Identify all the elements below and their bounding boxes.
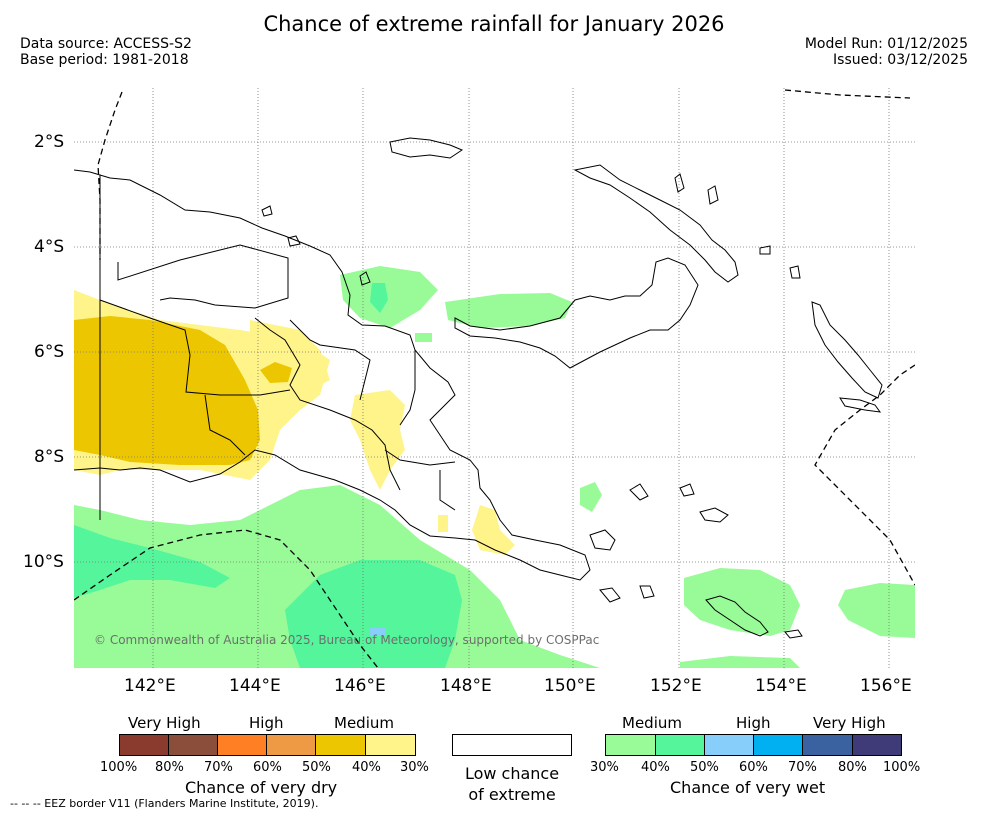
wet-tick-30: 30% — [590, 760, 619, 775]
lon-label-152e: 152°E — [650, 676, 702, 696]
dry-swatch-60-50 — [266, 734, 316, 756]
lat-label-8s: 8°S — [34, 447, 65, 467]
lon-label-150e: 150°E — [544, 676, 596, 696]
wet-swatch-80-100 — [852, 734, 902, 756]
lon-label-148e: 148°E — [440, 676, 492, 696]
wet-category-high: High — [736, 714, 771, 732]
eez-border-note: -- -- -- EEZ border V11 (Flanders Marine… — [10, 797, 319, 810]
dry-category-very-high: Very High — [128, 714, 201, 732]
dry-tick-60: 60% — [253, 760, 282, 775]
dry-swatch-100-80 — [119, 734, 169, 756]
wet-tick-40: 40% — [641, 760, 670, 775]
dry-category-high: High — [249, 714, 284, 732]
wet-tick-100: 100% — [883, 760, 921, 775]
wet-swatch-70-80 — [802, 734, 853, 756]
dry-swatch-50-40 — [315, 734, 366, 756]
neutral-label-line2: of extreme — [468, 785, 556, 804]
model-run: Model Run: 01/12/2025 — [804, 36, 968, 52]
dry-caption: Chance of very dry — [185, 778, 338, 797]
lat-label-6s: 6°S — [34, 342, 65, 362]
lat-label-10s: 10°S — [23, 552, 64, 572]
dry-tick-30: 30% — [400, 760, 429, 775]
wet-caption: Chance of very wet — [670, 778, 826, 797]
wet-tick-80: 80% — [838, 760, 867, 775]
dry-tick-70: 70% — [204, 760, 233, 775]
neutral-swatch — [452, 734, 572, 756]
wet-swatch-60-70 — [753, 734, 803, 756]
dry-tick-50: 50% — [302, 760, 331, 775]
probability-shading — [74, 266, 915, 668]
dry-tick-40: 40% — [352, 760, 381, 775]
lon-label-154e: 154°E — [755, 676, 807, 696]
wet-swatch-30-40 — [605, 734, 656, 756]
graticule — [74, 88, 915, 668]
lon-label-144e: 144°E — [229, 676, 281, 696]
map-title: Chance of extreme rainfall for January 2… — [263, 12, 725, 36]
wet-tick-60: 60% — [739, 760, 768, 775]
dry-tick-80: 80% — [155, 760, 184, 775]
lon-label-142e: 142°E — [124, 676, 176, 696]
wet-category-very-high: Very High — [813, 714, 886, 732]
coastlines — [74, 137, 883, 639]
dry-swatch-70-60 — [217, 734, 267, 756]
lon-label-146e: 146°E — [334, 676, 386, 696]
wet-tick-50: 50% — [690, 760, 719, 775]
lon-label-156e: 156°E — [860, 676, 912, 696]
wet-tick-70: 70% — [788, 760, 817, 775]
dry-tick-100: 100% — [100, 760, 138, 775]
lat-label-2s: 2°S — [34, 132, 65, 152]
wet-category-medium: Medium — [622, 714, 682, 732]
dry-swatch-40-30 — [365, 734, 416, 756]
data-source: Data source: ACCESS-S2 — [20, 36, 192, 52]
neutral-label-line1: Low chance — [464, 764, 560, 783]
eez-border — [74, 89, 915, 668]
dry-category-medium: Medium — [334, 714, 394, 732]
lat-label-4s: 4°S — [34, 237, 65, 257]
issued-date: Issued: 03/12/2025 — [833, 52, 968, 68]
base-period: Base period: 1981-2018 — [20, 52, 189, 68]
copyright-notice: © Commonwealth of Australia 2025, Bureau… — [94, 633, 600, 647]
wet-swatch-50-60 — [704, 734, 754, 756]
dry-swatch-80-70 — [168, 734, 218, 756]
wet-swatch-40-50 — [655, 734, 705, 756]
